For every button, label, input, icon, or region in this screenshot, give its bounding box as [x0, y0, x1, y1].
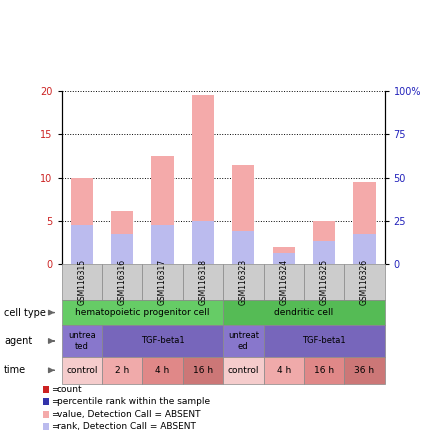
Text: GSM116318: GSM116318	[198, 259, 207, 305]
Bar	[111, 234, 133, 264]
Text: =: =	[51, 397, 59, 406]
Text: hematopoietic progenitor cell: hematopoietic progenitor cell	[75, 308, 210, 317]
Text: untreat
ed: untreat ed	[228, 331, 259, 351]
Text: percentile rank within the sample: percentile rank within the sample	[57, 397, 210, 406]
Text: =: =	[51, 422, 59, 431]
Text: TGF-beta1: TGF-beta1	[141, 337, 184, 345]
Text: 4 h: 4 h	[156, 366, 170, 375]
Text: 2 h: 2 h	[115, 366, 129, 375]
Text: GSM116317: GSM116317	[158, 259, 167, 305]
Text: 4 h: 4 h	[277, 366, 291, 375]
Text: 36 h: 36 h	[354, 366, 374, 375]
Bar	[71, 225, 93, 264]
Text: =: =	[51, 410, 59, 419]
Text: GSM116324: GSM116324	[279, 259, 288, 305]
Bar	[192, 221, 214, 264]
Text: agent: agent	[4, 336, 32, 346]
Text: 16 h: 16 h	[314, 366, 334, 375]
Text: time: time	[4, 365, 26, 375]
Bar	[111, 210, 133, 264]
Text: 16 h: 16 h	[193, 366, 213, 375]
Bar	[151, 156, 174, 264]
Text: untrea
ted: untrea ted	[68, 331, 96, 351]
Text: GSM116323: GSM116323	[239, 259, 248, 305]
Bar	[232, 165, 255, 264]
Text: control: control	[66, 366, 98, 375]
Bar	[353, 182, 376, 264]
Text: GSM116315: GSM116315	[77, 259, 86, 305]
Text: count: count	[57, 385, 82, 394]
Text: cell type: cell type	[4, 308, 46, 317]
Text: dendritic cell: dendritic cell	[274, 308, 334, 317]
Bar	[313, 221, 335, 264]
Bar	[151, 225, 174, 264]
Text: control: control	[227, 366, 259, 375]
Bar	[71, 178, 93, 264]
Text: =: =	[51, 385, 59, 394]
Text: GSM116325: GSM116325	[320, 259, 329, 305]
Bar	[232, 231, 255, 264]
Text: GSM116316: GSM116316	[118, 259, 127, 305]
Text: TGF-beta1: TGF-beta1	[302, 337, 346, 345]
Bar	[272, 247, 295, 264]
Text: GSM116326: GSM116326	[360, 259, 369, 305]
Bar	[192, 95, 214, 264]
Text: rank, Detection Call = ABSENT: rank, Detection Call = ABSENT	[57, 422, 196, 431]
Bar	[272, 253, 295, 264]
Bar	[313, 241, 335, 264]
Bar	[353, 234, 376, 264]
Text: value, Detection Call = ABSENT: value, Detection Call = ABSENT	[57, 410, 201, 419]
